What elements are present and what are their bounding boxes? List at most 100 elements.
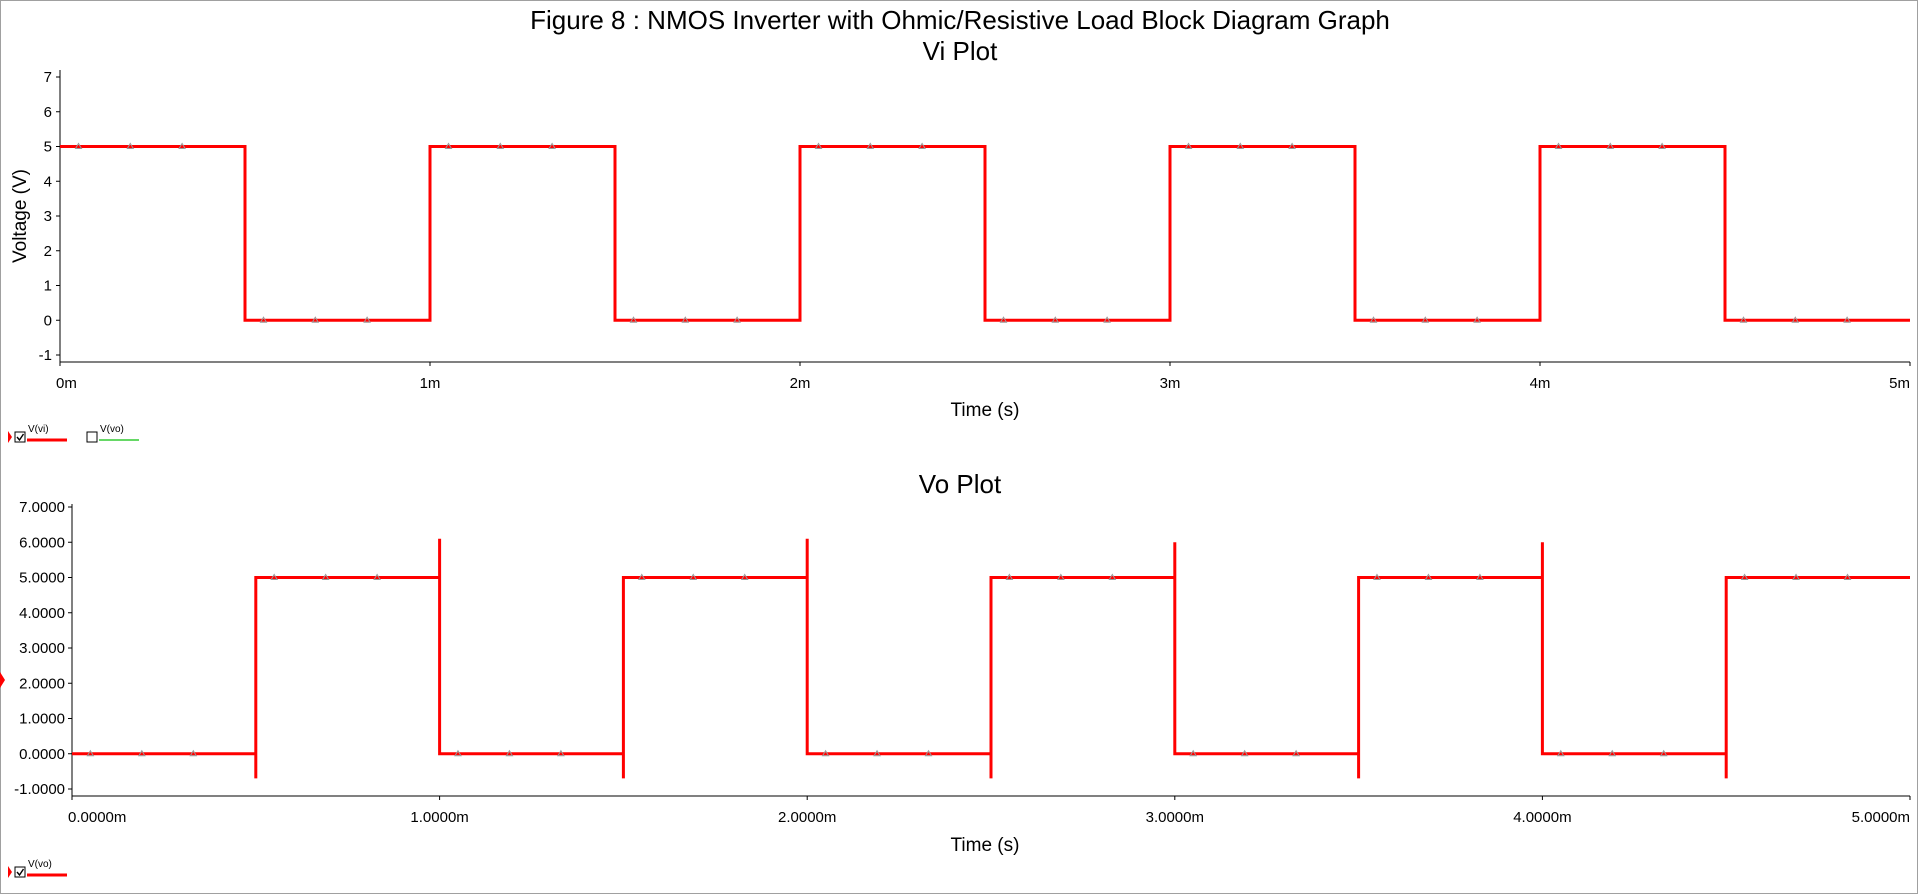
data-point-marker xyxy=(1791,316,1800,323)
data-point-marker xyxy=(1103,316,1111,323)
data-point-marker xyxy=(1740,573,1749,580)
data-point-marker xyxy=(681,316,690,323)
legend-selected-marker xyxy=(8,866,12,878)
data-point-marker xyxy=(873,749,881,757)
y-tick-label: 0.0000 xyxy=(19,746,65,763)
plot-title: Vi Plot xyxy=(923,36,998,66)
data-point-marker xyxy=(557,749,565,757)
y-tick-label: 4.0000 xyxy=(19,605,65,622)
data-point-marker xyxy=(1554,142,1563,149)
data-point-marker xyxy=(1424,573,1433,580)
data-point-marker xyxy=(999,316,1008,323)
y-tick-label: 1.0000 xyxy=(19,711,65,728)
data-point-marker xyxy=(363,316,371,323)
data-point-marker xyxy=(1476,573,1484,580)
data-point-marker xyxy=(444,142,453,149)
data-point-marker xyxy=(1189,749,1198,757)
x-tick-label: 3.0000m xyxy=(1146,809,1204,826)
data-point-marker xyxy=(740,573,749,580)
data-point-marker xyxy=(821,749,830,757)
legend-item-vvo[interactable]: V(vo) xyxy=(8,859,67,878)
data-point-marker xyxy=(1292,749,1300,757)
series-line-vvi xyxy=(60,145,1910,322)
data-point-marker xyxy=(629,316,638,323)
y-axis-label: Voltage (V) xyxy=(10,169,31,263)
data-point-marker xyxy=(1005,573,1014,580)
x-tick-label: 1m xyxy=(420,375,441,392)
data-point-marker xyxy=(178,142,186,149)
data-point-marker xyxy=(74,142,83,149)
x-axis-label: Time (s) xyxy=(951,400,1020,421)
x-tick-label: 5.0000m xyxy=(1852,809,1910,826)
data-point-marker xyxy=(86,749,95,757)
y-tick-label: 5 xyxy=(44,139,52,156)
x-tick-label: 1.0000m xyxy=(410,809,468,826)
data-point-marker xyxy=(1473,316,1481,323)
data-point-marker xyxy=(1606,142,1615,149)
legend-checkbox[interactable] xyxy=(86,431,98,443)
x-axis-label: Time (s) xyxy=(951,835,1020,856)
legend-label: V(vi) xyxy=(28,424,49,435)
data-point-marker xyxy=(1240,749,1249,757)
x-tick-label: 5m xyxy=(1889,375,1910,392)
y-tick-label: 5.0000 xyxy=(19,570,65,587)
data-point-marker xyxy=(270,573,279,580)
data-point-marker xyxy=(321,573,330,580)
data-point-marker xyxy=(918,142,926,149)
data-point-marker xyxy=(126,142,135,149)
data-point-marker xyxy=(1056,573,1065,580)
data-point-marker xyxy=(311,316,320,323)
series-line-vvo xyxy=(72,538,1910,779)
check-icon xyxy=(16,868,25,877)
x-tick-label: 0m xyxy=(56,375,77,392)
data-point-marker xyxy=(1421,316,1430,323)
vo-plot: Vo Plot -1.0000 0.0000 1.0000 2.0000 3.0000 4.… xyxy=(8,469,1911,878)
y-tick-label: 4 xyxy=(44,173,52,190)
y-tick-label: -1.0000 xyxy=(14,781,65,798)
data-point-marker xyxy=(1051,316,1060,323)
y-tick-label: 2 xyxy=(44,243,52,260)
figure-title: Figure 8 : NMOS Inverter with Ohmic/Resi… xyxy=(530,5,1390,35)
x-tick-label: 4.0000m xyxy=(1513,809,1571,826)
y-tick-label: 7.0000 xyxy=(19,499,65,516)
y-tick-label: 3.0000 xyxy=(19,640,65,657)
legend-label: V(vo) xyxy=(28,859,52,870)
data-point-marker xyxy=(1288,142,1296,149)
data-point-marker xyxy=(454,749,462,757)
legend-checkbox[interactable] xyxy=(14,431,26,443)
x-tick-label: 2.0000m xyxy=(778,809,836,826)
data-point-marker xyxy=(1659,749,1668,757)
data-point-marker xyxy=(1792,573,1800,580)
data-point-marker xyxy=(496,142,505,149)
data-point-marker xyxy=(1369,316,1378,323)
check-icon xyxy=(16,433,25,442)
y-tick-label: 1 xyxy=(44,278,52,295)
legend-selected-marker xyxy=(8,431,12,443)
data-point-marker xyxy=(1739,316,1748,323)
y-tick-label: 0 xyxy=(44,312,52,329)
x-tick-label: 4m xyxy=(1530,375,1551,392)
y-tick-label: 7 xyxy=(44,69,52,86)
legend-item-vvo[interactable]: V(vo) xyxy=(86,424,139,443)
data-point-marker xyxy=(814,142,823,149)
x-tick-label: 0.0000m xyxy=(68,809,126,826)
legend-label: V(vo) xyxy=(100,424,124,435)
data-point-marker xyxy=(1373,573,1381,580)
x-tick-label: 2m xyxy=(790,375,811,392)
data-point-marker xyxy=(1184,142,1193,149)
data-point-marker xyxy=(1843,573,1852,580)
data-point-marker xyxy=(1556,749,1565,757)
legend-item-vvi[interactable]: V(vi) xyxy=(8,424,67,443)
plot-cursor-indicator xyxy=(0,672,5,688)
data-point-marker xyxy=(373,573,381,580)
data-point-marker xyxy=(733,316,741,323)
legend-checkbox[interactable] xyxy=(14,866,26,878)
vi-plot: Vi Plot -1 0 1 2 3 4 5 6 7 0m 1m 2m 3m 4m 5m Time (s) Vol… xyxy=(8,36,1911,443)
data-point-marker xyxy=(924,749,933,757)
y-tick-label: 2.0000 xyxy=(19,675,65,692)
data-point-marker xyxy=(1608,749,1617,757)
data-point-marker xyxy=(1236,142,1245,149)
data-point-marker xyxy=(505,749,514,757)
